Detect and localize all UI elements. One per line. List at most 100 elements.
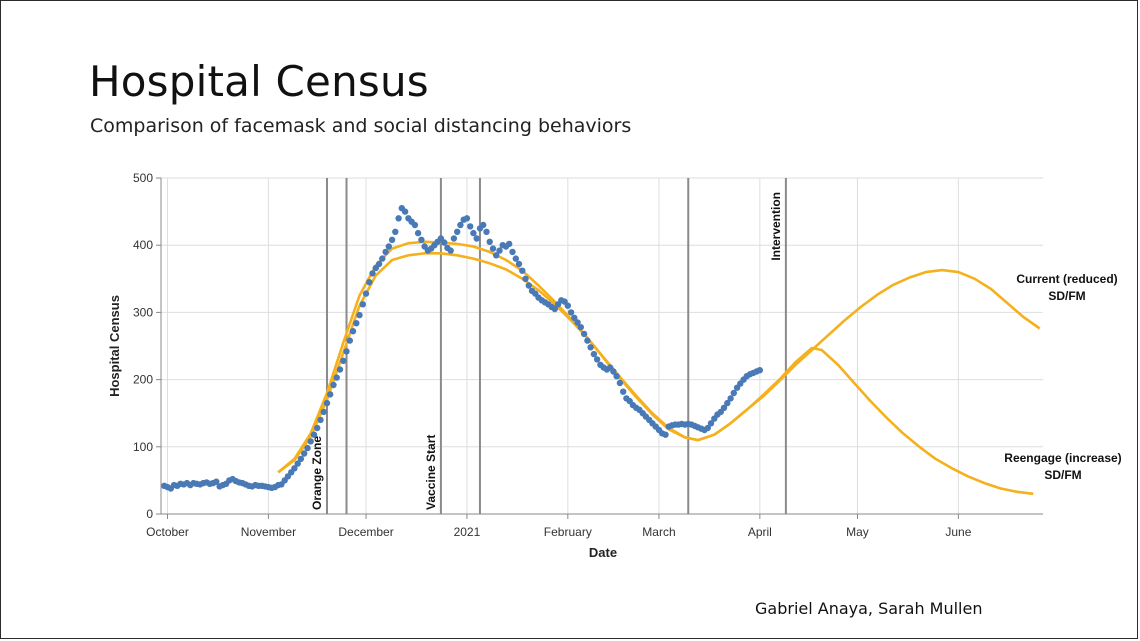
data-point — [473, 235, 480, 242]
data-point — [515, 260, 523, 268]
y-tick-label: 300 — [133, 305, 153, 319]
data-point — [564, 302, 571, 309]
data-point — [730, 389, 737, 397]
data-point — [616, 379, 624, 387]
data-point — [756, 367, 763, 374]
data-point — [414, 229, 422, 237]
data-point — [610, 368, 617, 375]
data-point — [307, 438, 314, 445]
data-point — [297, 455, 305, 463]
data-point — [519, 267, 526, 274]
data-point — [441, 239, 448, 246]
data-point — [314, 424, 321, 432]
y-axis-label: Hospital Census — [107, 295, 122, 397]
data-point — [340, 357, 347, 364]
data-point — [375, 260, 383, 268]
data-point — [385, 243, 392, 250]
authors: Gabriel Anaya, Sarah Mullen — [755, 599, 983, 618]
data-point — [343, 348, 350, 355]
x-tick-label: April — [748, 525, 772, 539]
series-annotation: Current (reduced) — [1016, 272, 1117, 286]
data-point — [704, 424, 711, 432]
data-point — [320, 408, 327, 416]
data-point — [346, 337, 353, 344]
data-point — [483, 228, 490, 235]
data-point — [369, 270, 376, 277]
data-point — [522, 275, 529, 282]
data-point — [317, 416, 324, 424]
data-point — [330, 381, 337, 389]
data-point — [587, 344, 594, 351]
x-tick-label: May — [846, 525, 869, 539]
x-axis-label: Date — [589, 545, 617, 560]
data-point — [213, 478, 220, 485]
data-point — [593, 356, 601, 363]
model-lines — [277, 240, 1041, 496]
y-tick-label: 200 — [133, 373, 153, 387]
data-point — [470, 229, 477, 237]
data-point — [327, 391, 334, 398]
data-point — [551, 305, 558, 313]
series-annotation: SD/FM — [1044, 468, 1081, 482]
data-point — [359, 301, 366, 308]
chart-axes: Hospital Census Date 0 100 200 300 400 500 Oct… — [107, 171, 1043, 560]
data-point — [467, 223, 474, 230]
data-point — [590, 350, 598, 358]
data-point — [379, 255, 386, 262]
data-point — [571, 314, 578, 321]
slide-title: Hospital Census — [89, 57, 429, 106]
data-point — [486, 238, 493, 245]
data-point — [349, 328, 357, 335]
data-point — [480, 221, 487, 229]
chart-gridlines — [161, 177, 1043, 515]
data-point — [584, 337, 591, 344]
data-point — [707, 420, 715, 427]
data-point — [336, 366, 344, 373]
data-point — [353, 320, 360, 327]
x-tick-label: November — [241, 525, 296, 539]
y-tick-label: 100 — [133, 440, 153, 454]
data-point — [450, 235, 458, 242]
data-point — [613, 373, 620, 380]
series-line — [277, 240, 1034, 496]
data-point — [496, 247, 503, 254]
data-point — [724, 399, 731, 407]
data-point — [525, 282, 532, 289]
event-line-label: Vaccine Start — [424, 435, 438, 510]
x-tick-label: December — [338, 525, 393, 539]
data-point — [294, 460, 301, 467]
data-point — [291, 465, 298, 472]
event-lines: Orange Zone Vaccine Start Intervention — [310, 178, 787, 514]
data-point — [463, 215, 471, 222]
series-annotation: SD/FM — [1048, 289, 1085, 303]
x-tick-label: March — [642, 525, 675, 539]
data-point — [388, 236, 396, 243]
data-point — [362, 290, 370, 297]
data-point — [512, 255, 519, 262]
data-point — [301, 450, 308, 457]
y-tick-label: 500 — [133, 171, 153, 185]
data-point — [620, 388, 627, 395]
data-point — [392, 228, 399, 235]
data-point — [567, 309, 575, 316]
data-point — [580, 330, 588, 338]
data-point — [493, 252, 500, 259]
data-point — [395, 215, 402, 222]
x-tick-label: 2021 — [454, 525, 481, 539]
data-point — [454, 228, 461, 235]
x-tick-label: June — [945, 525, 971, 539]
x-tick-label: October — [146, 525, 189, 539]
data-point — [333, 374, 340, 381]
data-point — [447, 247, 454, 254]
y-tick-label: 400 — [133, 238, 153, 252]
series-annotation: Reengage (increase) — [1004, 451, 1121, 465]
data-point — [382, 248, 389, 256]
x-tick-label: February — [544, 525, 592, 539]
data-point — [509, 248, 516, 256]
data-point — [720, 404, 728, 411]
data-point — [356, 311, 363, 319]
data-point — [418, 236, 425, 243]
data-point — [411, 221, 419, 229]
data-point — [662, 431, 669, 438]
data-point — [366, 279, 373, 286]
